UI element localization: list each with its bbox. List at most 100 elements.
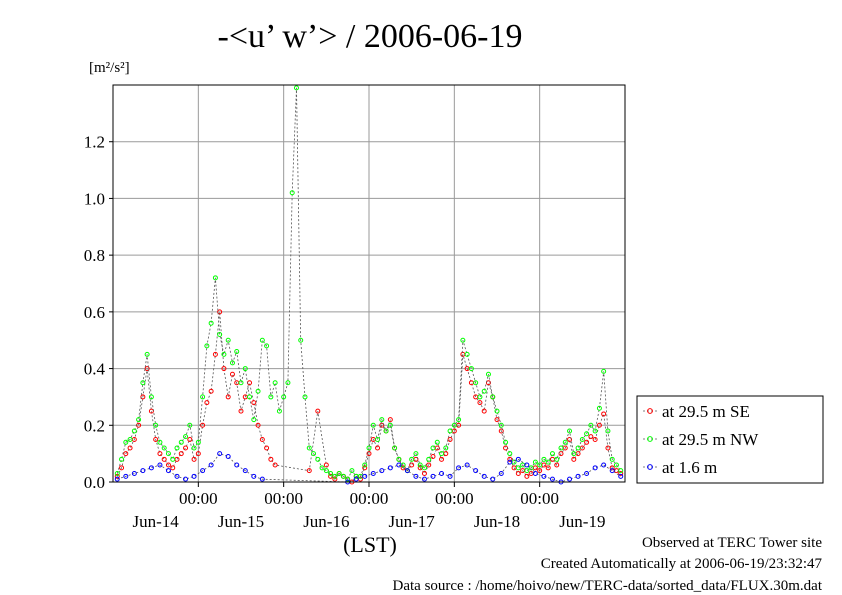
data-point [567,428,573,434]
data-point [456,465,462,471]
data-point [281,394,287,400]
axis-labels: 0.0 0.2 0.4 0.6 0.8 1.0 1.2 00:00 00:00 00:00 00:0… [84,133,606,531]
data-point [618,468,624,474]
y-tick-label: 0.2 [84,416,105,435]
data-point [601,462,607,468]
data-point [494,417,500,423]
data-point [123,451,129,457]
legend-label: at 1.6 m [662,458,717,477]
data-point [609,465,615,471]
data-point [323,468,329,474]
data-point [114,470,120,476]
y-tick-label: 0.6 [84,303,105,322]
y-tick-label: 0.8 [84,246,105,265]
data-point [515,465,521,471]
data-point [379,422,385,428]
data-point [306,468,312,474]
data-point [481,388,487,394]
data-point [434,439,440,445]
data-point [592,436,598,442]
data-point [451,422,457,428]
x-day-label: Jun-19 [559,512,605,531]
x-tick-label: 00:00 [435,489,474,508]
data-point [315,408,321,414]
credit-source: Data source : /home/hoivo/new/TERC-data/… [392,578,823,594]
data-point [144,351,150,357]
data-point [264,343,270,349]
data-point [208,320,214,326]
data-point [302,394,308,400]
data-point [596,422,602,428]
data-point [605,445,611,451]
data-point [328,470,334,476]
data-point [532,459,538,465]
y-tick-label: 0.0 [84,473,105,492]
data-point [114,473,120,479]
data-point [421,476,427,482]
data-point [127,436,133,442]
data-point [247,394,253,400]
credit-created: Created Automatically at 2006-06-19/23:3… [540,556,822,572]
data-point [562,439,568,445]
data-point [485,371,491,377]
data-point [362,462,368,468]
data-point [148,465,154,471]
data-point [136,417,142,423]
data-point [255,422,261,428]
data-point [225,337,231,343]
data-point [170,456,176,462]
data-point [545,459,551,465]
data-point [439,451,445,457]
series-line [116,311,621,483]
data-point [217,309,223,315]
legend-marker [647,464,653,470]
data-point [558,445,564,451]
data-point [323,462,329,468]
data-point [387,465,393,471]
data-point [353,476,359,482]
data-point [447,473,453,479]
y-tick-label: 0.4 [84,360,106,379]
data-point [191,445,197,451]
x-tick-label: 00:00 [520,489,559,508]
data-point [464,351,470,357]
data-point [217,451,223,457]
data-point [204,343,210,349]
data-point [161,445,167,451]
data-point [183,476,189,482]
data-point [575,473,581,479]
data-point [268,456,274,462]
grid [113,85,625,482]
data-point [498,470,504,476]
data-point [596,405,602,411]
data-point [187,422,193,428]
data-point [174,445,180,451]
data-point [417,462,423,468]
data-point [379,417,385,423]
data-point [144,366,150,372]
data-point [554,456,560,462]
data-point [183,434,189,440]
data-point [362,465,368,471]
data-point [443,445,449,451]
x-axis-label: (LST) [343,532,397,557]
y-tick-label: 1.0 [84,189,105,208]
data-point [498,422,504,428]
data-point [148,394,154,400]
data-point [571,456,577,462]
data-point [234,349,240,355]
data-point [242,468,248,474]
data-point [618,470,624,476]
series-3 [114,451,624,485]
x-day-label: Jun-14 [133,512,180,531]
data-point [221,351,227,357]
x-tick-label: 00:00 [264,489,303,508]
data-point [413,451,419,457]
data-point [532,470,538,476]
data-point [468,366,474,372]
data-point [225,453,231,459]
data-point [187,436,193,442]
data-point [379,468,385,474]
series-layer [114,85,624,485]
